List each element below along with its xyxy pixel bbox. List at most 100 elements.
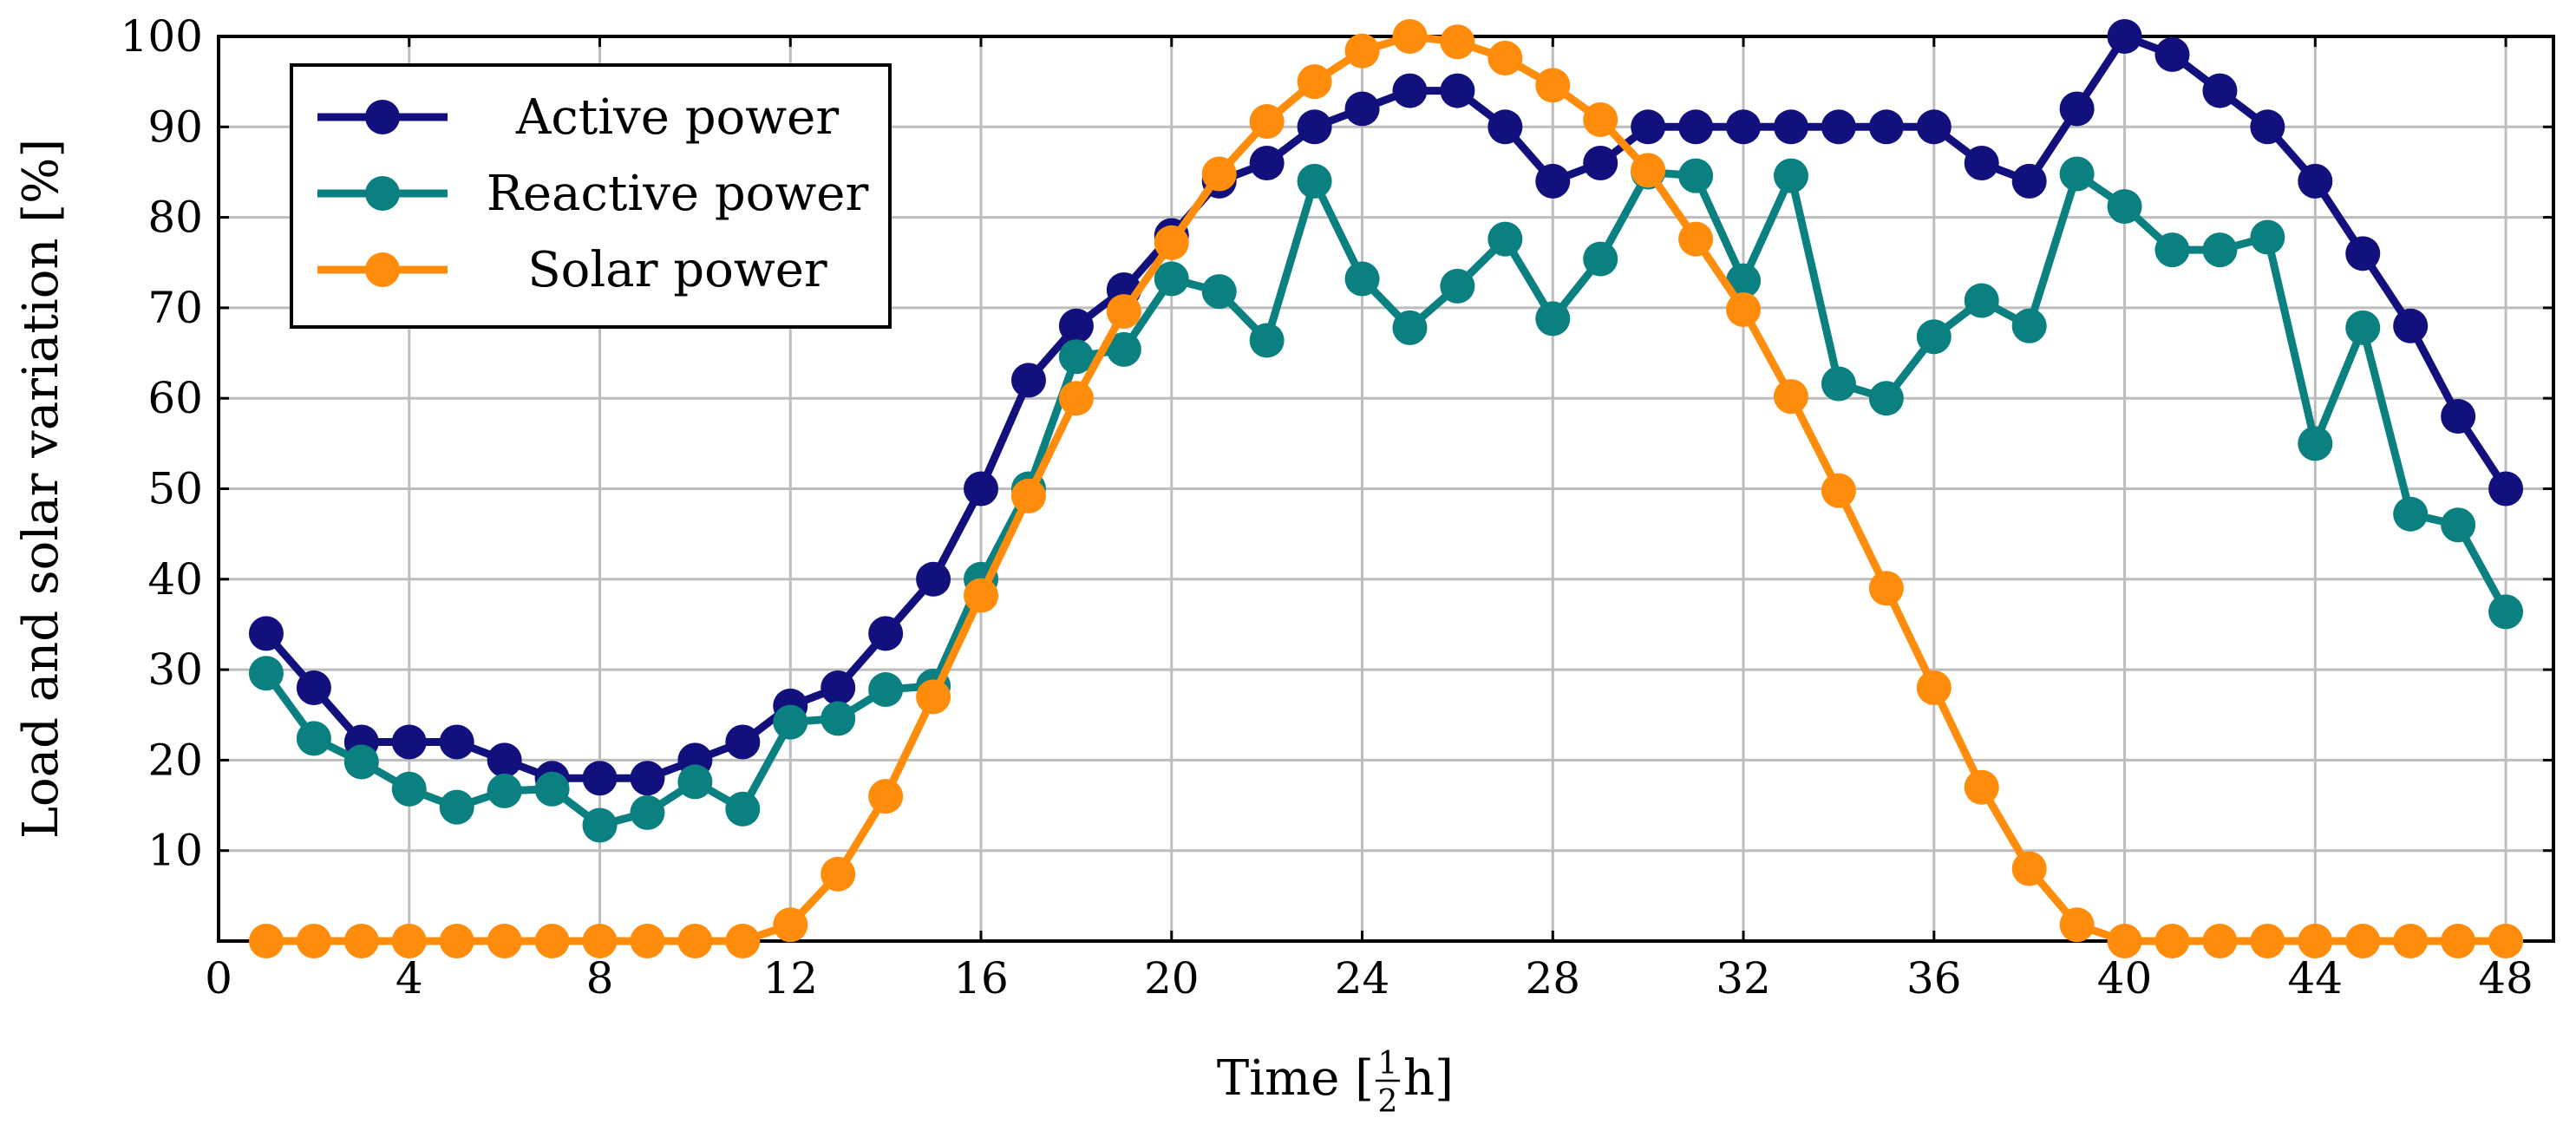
data-point — [2202, 924, 2238, 958]
x-tick-label: 8 — [586, 953, 614, 1004]
data-point — [1773, 158, 1808, 193]
data-point — [1868, 109, 1904, 145]
data-point — [2154, 924, 2190, 958]
data-point — [2441, 507, 2476, 543]
data-point — [2059, 91, 2095, 127]
legend-label-reactive-power: Reactive power — [487, 166, 869, 222]
data-point — [725, 791, 761, 827]
data-point — [248, 656, 284, 691]
data-point — [821, 701, 856, 736]
data-point — [1392, 310, 1428, 345]
data-point — [1583, 241, 1618, 277]
data-point — [1440, 24, 1475, 60]
legend-label-active-power: Active power — [515, 89, 839, 146]
data-point — [2107, 189, 2142, 225]
data-point — [2011, 308, 2047, 343]
data-point — [2345, 924, 2381, 958]
data-point — [2345, 310, 2381, 345]
data-point — [1201, 156, 1237, 192]
data-point — [868, 672, 904, 708]
data-point — [1631, 153, 1666, 188]
data-point — [2441, 924, 2476, 958]
data-point — [2011, 163, 2047, 199]
data-point — [1868, 381, 1904, 416]
x-axis-label-fraction-denominator: 2 — [1378, 1084, 1398, 1120]
data-point — [1201, 274, 1237, 310]
x-tick-label: 4 — [396, 953, 423, 1004]
data-point — [821, 856, 856, 892]
data-point — [916, 679, 951, 715]
data-point — [439, 924, 474, 958]
data-point — [1583, 146, 1618, 181]
data-point — [2345, 236, 2381, 271]
data-point — [2298, 163, 2333, 199]
data-point — [1154, 261, 1189, 297]
data-point — [439, 724, 474, 760]
data-point — [2393, 496, 2429, 532]
data-point — [534, 924, 570, 958]
x-tick-label: 28 — [1525, 953, 1580, 1004]
data-point — [2154, 36, 2190, 72]
data-point — [1583, 101, 1618, 137]
data-point — [1344, 33, 1380, 69]
data-point — [1010, 363, 1046, 398]
legend-swatch-marker-active-power — [365, 100, 400, 134]
y-tick-label: 50 — [147, 464, 203, 514]
data-point — [582, 924, 618, 958]
data-point — [1154, 225, 1189, 260]
data-point — [487, 924, 522, 958]
data-point — [630, 924, 665, 958]
data-point — [296, 670, 331, 705]
data-point — [1916, 109, 1952, 145]
data-point — [1773, 379, 1808, 415]
data-point — [1726, 291, 1762, 327]
data-point — [2202, 73, 2238, 108]
data-point — [1106, 331, 1141, 367]
data-point — [534, 771, 570, 807]
x-tick-label: 16 — [953, 953, 1009, 1004]
data-point — [1487, 109, 1523, 145]
data-point — [296, 924, 331, 958]
data-point — [1678, 158, 1714, 193]
data-point — [2488, 594, 2524, 630]
series-solar-power — [248, 19, 2524, 958]
data-point — [1535, 301, 1571, 337]
y-tick-label: 90 — [147, 101, 203, 152]
data-point — [1631, 109, 1666, 145]
data-point — [582, 807, 618, 843]
data-point — [1344, 91, 1380, 127]
x-axis-label-fraction-numerator: 1 — [1378, 1046, 1398, 1082]
x-tick-label: 40 — [2097, 953, 2153, 1004]
data-point — [248, 616, 284, 651]
legend-swatch-marker-solar-power — [365, 252, 400, 287]
data-point — [1964, 283, 1999, 318]
data-point — [1392, 19, 1428, 54]
data-point — [1821, 366, 1856, 402]
data-point — [1821, 473, 1856, 508]
series-active-power — [248, 19, 2524, 796]
data-point — [1249, 104, 1285, 140]
x-tick-label: 32 — [1716, 953, 1771, 1004]
x-tick-label: 48 — [2478, 953, 2534, 1004]
data-point — [1487, 41, 1523, 76]
data-point — [1535, 163, 1571, 199]
y-tick-label: 30 — [147, 644, 203, 695]
data-point — [343, 924, 379, 958]
legend-swatch-marker-reactive-power — [365, 176, 400, 211]
data-point — [1916, 670, 1952, 705]
y-tick-label: 60 — [147, 373, 203, 423]
data-point — [677, 924, 713, 958]
data-point — [582, 761, 618, 796]
data-point — [630, 761, 665, 796]
data-point — [2393, 924, 2429, 958]
y-tick-label: 40 — [147, 554, 203, 605]
data-point — [2441, 399, 2476, 435]
data-point — [677, 764, 713, 800]
x-axis-label-suffix: h] — [1403, 1050, 1454, 1107]
data-point — [1392, 73, 1428, 108]
data-point — [773, 907, 808, 943]
y-tick-label: 70 — [147, 283, 203, 333]
data-point — [1964, 769, 1999, 805]
data-point — [2488, 471, 2524, 507]
